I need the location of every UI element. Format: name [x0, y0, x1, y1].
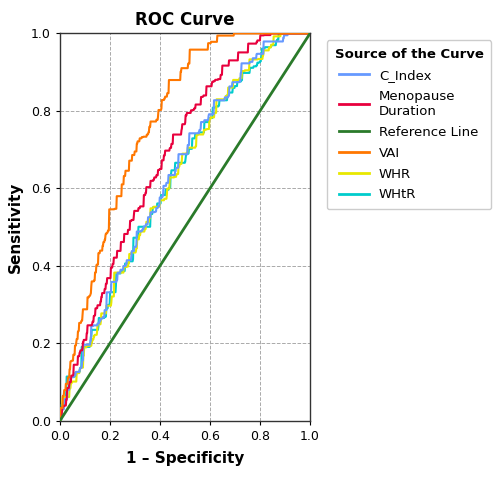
- Legend: C_Index, Menopause
Duration, Reference Line, VAI, WHR, WHtR: C_Index, Menopause Duration, Reference L…: [326, 40, 492, 209]
- X-axis label: 1 – Specificity: 1 – Specificity: [126, 451, 244, 466]
- Y-axis label: Sensitivity: Sensitivity: [8, 181, 22, 273]
- Title: ROC Curve: ROC Curve: [135, 11, 235, 29]
